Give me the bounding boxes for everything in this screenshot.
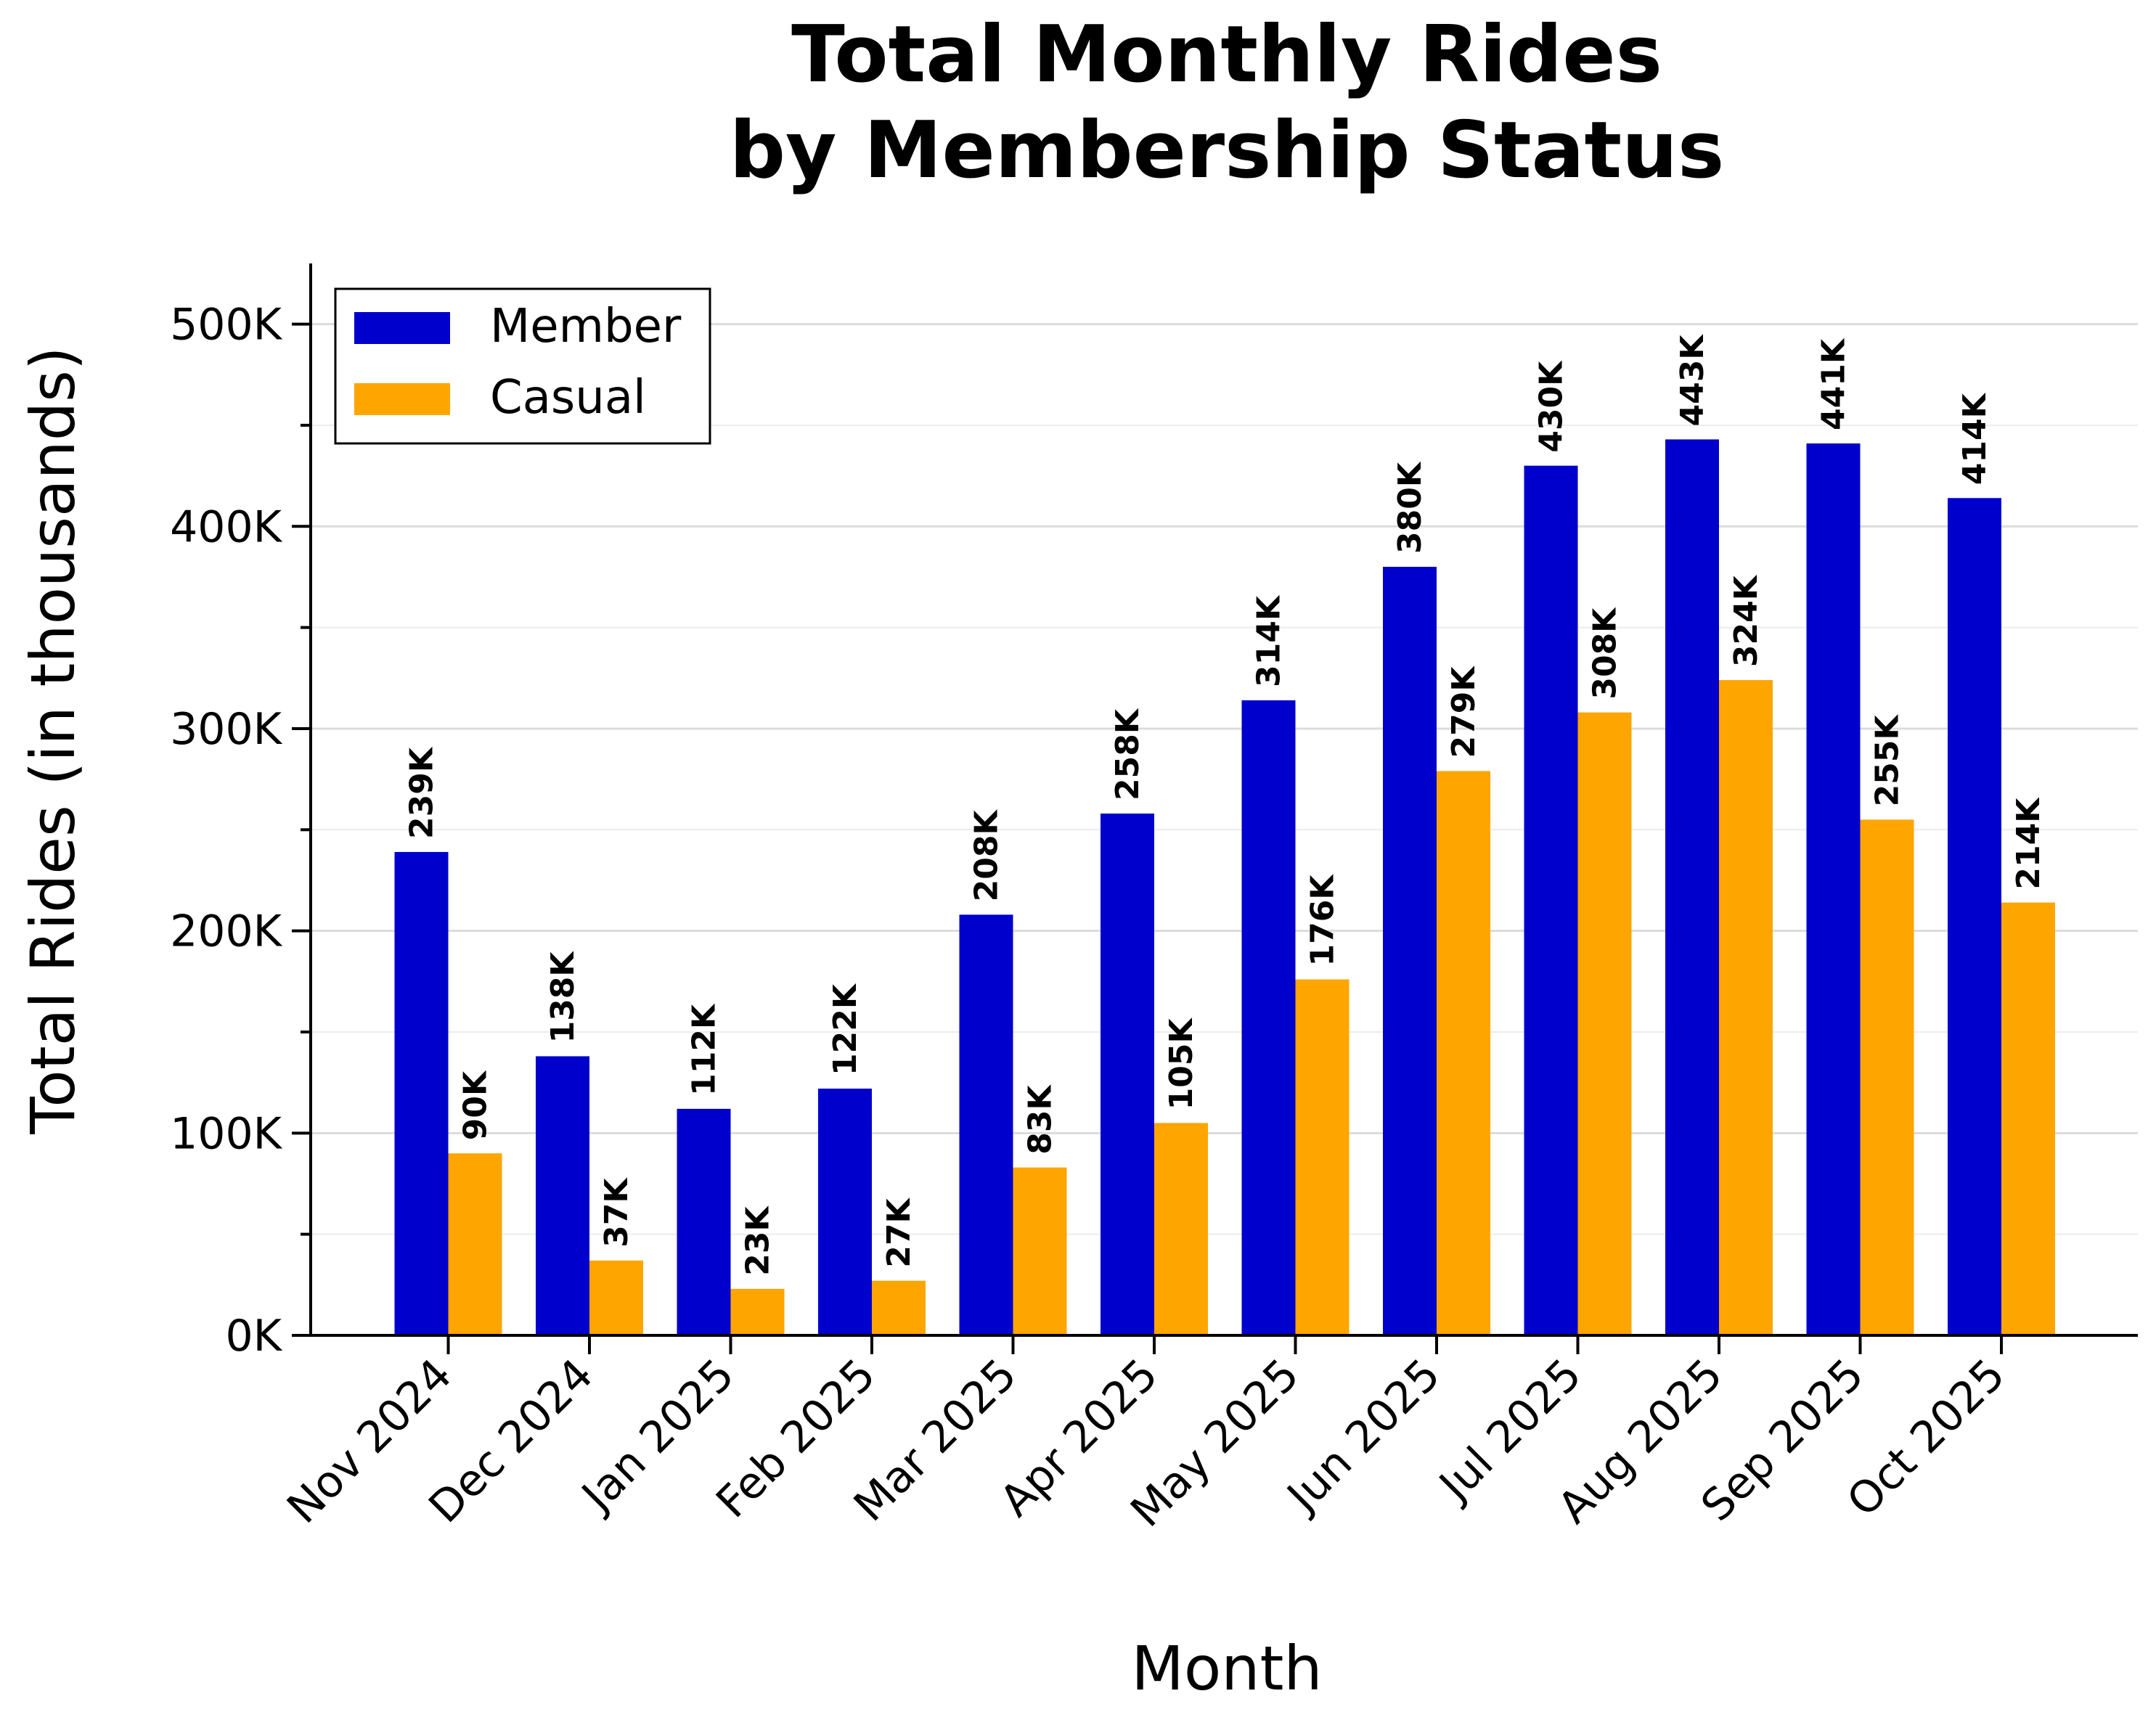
- bar-member-4: [959, 914, 1013, 1335]
- data-label-casual-4: 83K: [1022, 1084, 1059, 1154]
- y-tick-label-3: 300K: [170, 704, 283, 755]
- legend-swatch-casual: [354, 383, 450, 415]
- data-label-casual-7: 279K: [1445, 666, 1482, 758]
- data-labels: 239K 90K 138K 37K 112K 23K 122K 27K 208K 83K 258K 1…: [404, 334, 2048, 1276]
- y-tick-label-4: 400K: [170, 501, 283, 552]
- y-tick-label-1: 100K: [170, 1108, 283, 1159]
- chart-title-line-1: Total Monthly Rides: [791, 9, 1662, 100]
- x-axis-label: Month: [1131, 1633, 1322, 1704]
- data-label-casual-10: 255K: [1869, 714, 1906, 807]
- bar-casual-11: [2001, 902, 2055, 1335]
- bar-member-10: [1806, 443, 1861, 1335]
- data-label-casual-0: 90K: [457, 1070, 494, 1140]
- bar-member-6: [1241, 700, 1296, 1335]
- legend: Member Casual: [334, 287, 711, 445]
- chart-title-line-2: by Membership Status: [730, 105, 1725, 196]
- data-label-casual-8: 308K: [1587, 607, 1624, 700]
- bar-member-2: [677, 1108, 731, 1335]
- data-label-casual-9: 324K: [1728, 574, 1765, 667]
- y-axis-label: Total Rides (in thousands): [17, 346, 89, 1134]
- y-tick-label-5: 500K: [170, 300, 283, 351]
- bar-casual-6: [1295, 979, 1349, 1335]
- bar-casual-7: [1437, 771, 1490, 1335]
- bar-casual-4: [1013, 1167, 1067, 1335]
- data-label-member-4: 208K: [968, 809, 1005, 902]
- data-label-member-9: 443K: [1674, 334, 1711, 427]
- data-label-member-11: 414K: [1956, 392, 1993, 485]
- bar-member-5: [1101, 814, 1154, 1335]
- legend-label-member: Member: [490, 300, 682, 353]
- data-label-casual-3: 27K: [881, 1197, 918, 1268]
- data-label-casual-6: 176K: [1304, 874, 1342, 967]
- bar-member-9: [1665, 439, 1719, 1335]
- data-label-member-7: 380K: [1392, 461, 1429, 554]
- bar-casual-8: [1577, 712, 1632, 1335]
- data-label-casual-1: 37K: [598, 1177, 635, 1248]
- bar-casual-2: [730, 1288, 785, 1335]
- bar-member-3: [818, 1089, 872, 1335]
- bar-member-1: [536, 1056, 589, 1335]
- data-label-member-5: 258K: [1109, 708, 1146, 800]
- bar-casual-3: [872, 1280, 926, 1335]
- data-label-casual-11: 214K: [2010, 797, 2047, 890]
- legend-label-casual: Casual: [490, 371, 646, 425]
- data-label-member-6: 314K: [1251, 594, 1288, 687]
- bar-casual-0: [448, 1153, 502, 1335]
- data-label-member-3: 122K: [827, 983, 864, 1076]
- axes: [309, 263, 2138, 1337]
- y-tick-label-2: 200K: [170, 906, 283, 957]
- bar-casual-1: [589, 1260, 643, 1335]
- y-axis-ticks: 0K 100K 200K 300K 400K 500K: [170, 300, 311, 1361]
- bar-casual-9: [1719, 680, 1773, 1335]
- bar-member-11: [1948, 498, 2001, 1335]
- bar-member-0: [394, 851, 449, 1335]
- bar-member-8: [1524, 465, 1578, 1336]
- data-label-casual-2: 23K: [740, 1205, 777, 1276]
- data-label-member-0: 239K: [404, 746, 441, 839]
- data-label-member-1: 138K: [544, 951, 581, 1044]
- data-label-member-8: 430K: [1533, 360, 1570, 453]
- y-tick-label-0: 0K: [225, 1311, 282, 1361]
- legend-swatch-member: [354, 312, 450, 344]
- data-label-member-10: 441K: [1816, 337, 1853, 430]
- data-label-casual-5: 105K: [1163, 1017, 1200, 1110]
- data-label-member-2: 112K: [686, 1003, 723, 1096]
- bars: [394, 439, 2055, 1336]
- bar-casual-10: [1860, 819, 1914, 1335]
- bar-casual-5: [1154, 1123, 1208, 1335]
- bar-member-7: [1383, 567, 1437, 1336]
